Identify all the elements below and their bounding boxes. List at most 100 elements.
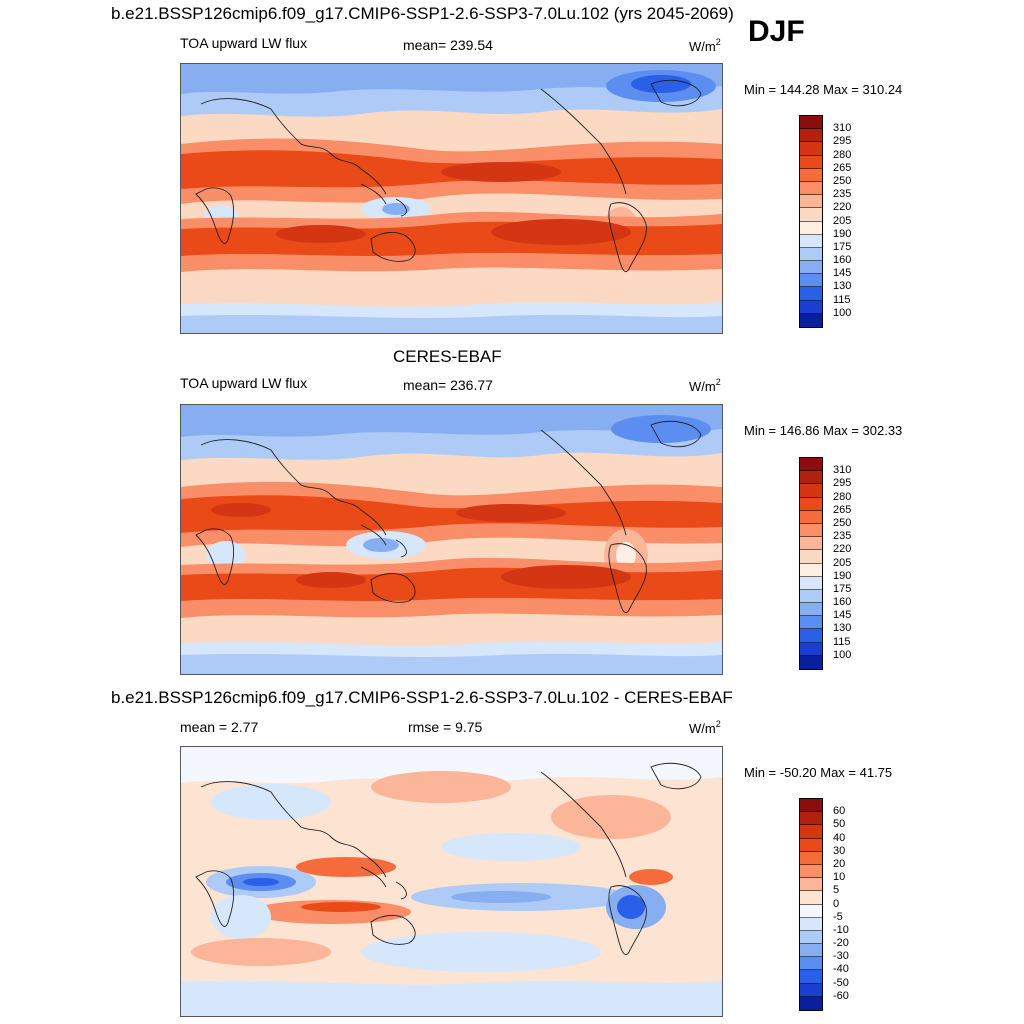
panel2-title: CERES-EBAF [393, 347, 502, 366]
colorbar-swatch [800, 287, 822, 301]
colorbar-label: -5 [833, 910, 843, 923]
colorbar-label: 280 [833, 490, 852, 503]
colorbar-label: 30 [833, 844, 846, 857]
colorbar-swatch [800, 484, 822, 498]
colorbar-label: 235 [833, 188, 852, 201]
colorbar-swatch [800, 603, 822, 617]
panel1-map [180, 63, 723, 334]
panel1-unit: W/m2 [689, 37, 721, 54]
colorbar-swatch [800, 904, 822, 918]
colorbar-swatch [800, 799, 822, 813]
colorbar-label: 190 [833, 569, 852, 582]
colorbar-swatch [800, 983, 822, 997]
colorbar-swatch [800, 234, 822, 248]
panel3-title: b.e21.BSSP126cmip6.f09_g17.CMIP6-SSP1-2.… [111, 688, 733, 707]
colorbar-swatch [800, 221, 822, 235]
colorbar-label: -40 [833, 963, 849, 976]
colorbar-swatch [800, 471, 822, 485]
colorbar-label: 220 [833, 543, 852, 556]
colorbar-swatch [800, 864, 822, 879]
colorbar-label: 130 [833, 622, 852, 635]
colorbar-swatch [800, 510, 822, 524]
colorbar-label: 250 [833, 174, 852, 187]
colorbar-label: 295 [833, 135, 852, 148]
colorbar-label: 205 [833, 556, 852, 569]
colorbar-swatch [800, 891, 822, 905]
colorbar-swatch [800, 142, 822, 156]
colorbar-label: 145 [833, 609, 852, 622]
colorbar-label: 100 [833, 648, 852, 661]
colorbar-swatch [800, 838, 822, 852]
colorbar-swatch [800, 589, 822, 604]
colorbar-label: 235 [833, 530, 852, 543]
colorbar-swatch [800, 537, 822, 551]
colorbar-label: -30 [833, 950, 849, 963]
colorbar-label: 265 [833, 161, 852, 174]
colorbar-label: 0 [833, 897, 840, 910]
colorbar-swatch [800, 655, 822, 669]
colorbar-swatch [800, 208, 822, 222]
panel1-mean: mean= 239.54 [403, 37, 493, 53]
panel2-mean: mean= 236.77 [403, 377, 493, 393]
colorbar-label: 250 [833, 516, 852, 529]
panel2-unit: W/m2 [689, 377, 721, 394]
colorbar-swatch [800, 957, 822, 971]
colorbar-swatch [800, 497, 822, 511]
panel1-colorbar [799, 115, 823, 328]
colorbar-label: 190 [833, 227, 852, 240]
colorbar-swatch [800, 812, 822, 826]
panel3-map [180, 746, 723, 1017]
panel2-colorbar [799, 457, 823, 670]
colorbar-swatch [800, 313, 822, 327]
colorbar-swatch [800, 616, 822, 630]
colorbar-swatch [800, 274, 822, 288]
colorbar-swatch [800, 116, 822, 130]
panel1-minmax: Min = 144.28 Max = 310.24 [744, 82, 903, 97]
colorbar-swatch [800, 642, 822, 656]
colorbar-label: 115 [833, 293, 851, 306]
colorbar-label: 130 [833, 280, 852, 293]
panel1-title: b.e21.BSSP126cmip6.f09_g17.CMIP6-SSP1-2.… [111, 4, 734, 23]
colorbar-swatch [800, 168, 822, 182]
colorbar-label: -10 [833, 923, 849, 936]
panel2-minmax: Min = 146.86 Max = 302.33 [744, 423, 903, 438]
colorbar-swatch [800, 930, 822, 945]
colorbar-label: 205 [833, 214, 852, 227]
colorbar-label: 5 [833, 884, 840, 897]
colorbar-label: 175 [833, 240, 852, 253]
colorbar-swatch [800, 155, 822, 169]
panel3-unit: W/m2 [689, 719, 721, 736]
panel2-variable: TOA upward LW flux [180, 375, 308, 391]
colorbar-label: -20 [833, 937, 849, 950]
panel3-rmse: rmse = 9.75 [408, 719, 483, 735]
colorbar-label: 220 [833, 201, 852, 214]
colorbar-label: 10 [833, 871, 846, 884]
colorbar-swatch [800, 195, 822, 209]
colorbar-swatch [800, 247, 822, 262]
colorbar-swatch [800, 970, 822, 984]
colorbar-swatch [800, 629, 822, 643]
colorbar-label: 160 [833, 254, 852, 267]
colorbar-swatch [800, 851, 822, 865]
colorbar-label: -60 [833, 989, 849, 1002]
panel3-minmax: Min = -50.20 Max = 41.75 [744, 765, 893, 780]
colorbar-swatch [800, 878, 822, 892]
colorbar-label: 115 [833, 635, 851, 648]
colorbar-swatch [800, 917, 822, 931]
colorbar-label: 50 [833, 818, 846, 831]
colorbar-label: 60 [833, 805, 846, 818]
colorbar-label: 160 [833, 596, 852, 609]
colorbar-swatch [800, 550, 822, 564]
colorbar-label: 265 [833, 503, 852, 516]
colorbar-label: -50 [833, 976, 849, 989]
colorbar-label: 175 [833, 582, 852, 595]
colorbar-label: 145 [833, 267, 852, 280]
colorbar-swatch [800, 576, 822, 590]
colorbar-swatch [800, 944, 822, 958]
panel1-variable: TOA upward LW flux [180, 35, 308, 51]
colorbar-swatch [800, 181, 822, 196]
colorbar-label: 40 [833, 831, 846, 844]
colorbar-swatch [800, 825, 822, 839]
colorbar-label: 100 [833, 306, 852, 319]
colorbar-swatch [800, 458, 822, 472]
